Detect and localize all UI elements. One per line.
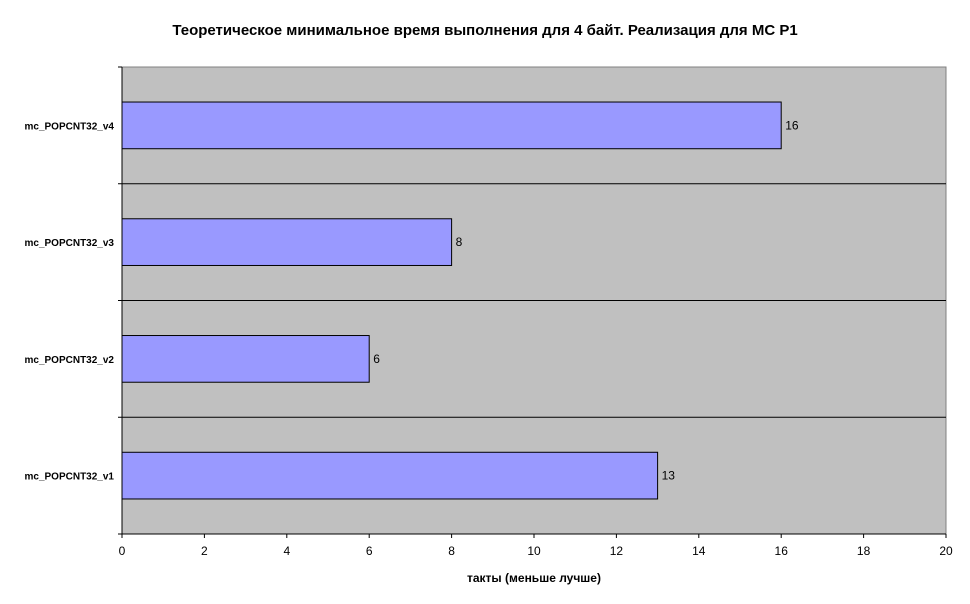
x-tick-label: 10 (527, 544, 541, 558)
data-label: 8 (456, 235, 463, 249)
x-tick-label: 18 (857, 544, 871, 558)
bars (121, 101, 782, 500)
x-axis-title: такты (меньше лучше) (467, 571, 601, 585)
data-label: 6 (373, 352, 380, 366)
bar-mc_POPCNT32_v3 (121, 218, 453, 266)
bar-mc_POPCNT32_v2 (121, 335, 370, 383)
x-tick-label: 20 (939, 544, 953, 558)
x-tick-label: 8 (448, 544, 455, 558)
category-label: mc_POPCNT32_v3 (25, 238, 115, 249)
x-tick-label: 0 (119, 544, 126, 558)
x-tick-label: 14 (692, 544, 706, 558)
x-tick-label: 16 (775, 544, 789, 558)
x-tick-label: 6 (366, 544, 373, 558)
x-tick-label: 12 (610, 544, 624, 558)
grid-lines (122, 183, 946, 418)
data-label: 13 (662, 469, 676, 483)
axes (118, 66, 947, 538)
chart-title: Теоретическое минимальное время выполнен… (172, 22, 798, 39)
labels: 13 mc_POPCNT32_v1 6 mc_POPCNT32_v2 8 mc_POPCN… (25, 118, 953, 558)
x-tick-label: 4 (283, 544, 290, 558)
x-tick-label: 2 (201, 544, 208, 558)
category-label: mc_POPCNT32_v4 (25, 121, 115, 132)
category-label: mc_POPCNT32_v1 (25, 472, 115, 483)
bar-mc_POPCNT32_v4 (121, 101, 782, 150)
data-label: 16 (785, 118, 799, 132)
bar-mc_POPCNT32_v1 (121, 451, 659, 500)
category-label: mc_POPCNT32_v2 (25, 355, 115, 366)
